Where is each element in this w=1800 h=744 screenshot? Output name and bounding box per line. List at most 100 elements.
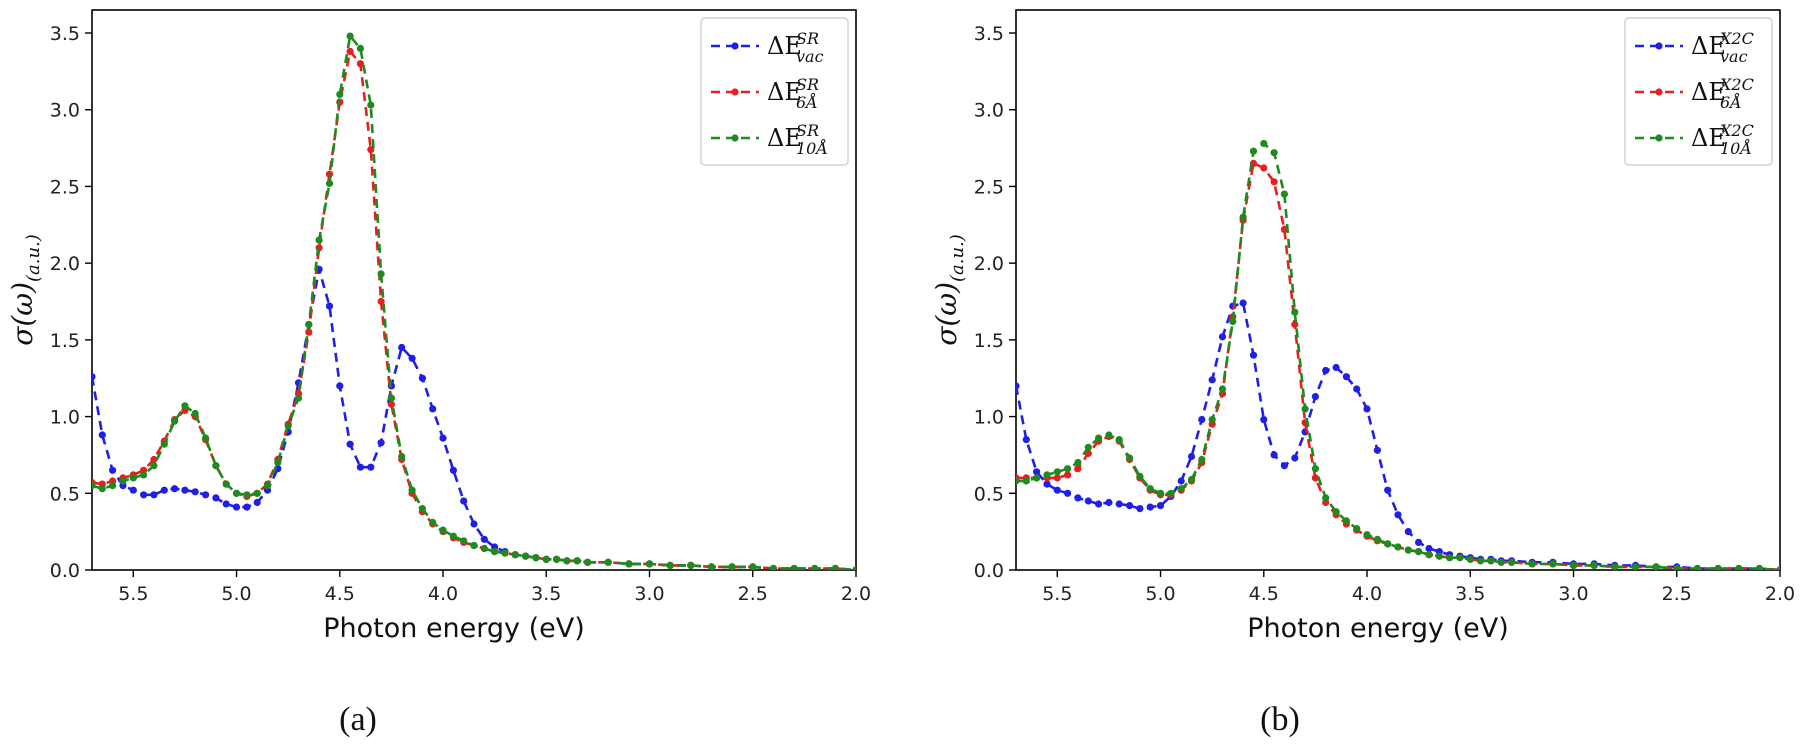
- x-axis-label: Photon energy (eV): [323, 613, 585, 644]
- data-point-ten: [470, 541, 478, 550]
- data-point-ten: [305, 320, 313, 329]
- data-point-vac: [325, 302, 334, 310]
- data-point-ten: [243, 491, 251, 499]
- data-point-ten: [1332, 508, 1340, 516]
- data-point-vac: [98, 431, 106, 439]
- data-point-ten: [1508, 558, 1516, 566]
- data-point-vac: [439, 434, 447, 442]
- data-point-ten: [831, 564, 839, 570]
- data-point-ten: [1569, 561, 1578, 570]
- data-point-ten: [532, 554, 540, 562]
- data-point-ten: [129, 474, 137, 482]
- data-point-ten: [1611, 563, 1619, 570]
- data-point-ten: [1487, 557, 1495, 565]
- series-line-vac: [92, 268, 856, 570]
- data-point-ten: [98, 485, 106, 493]
- data-point-ten: [408, 486, 416, 494]
- data-point-ten: [1477, 557, 1485, 565]
- data-point-ten: [480, 544, 488, 553]
- data-point-ten: [573, 557, 581, 565]
- data-point-ten: [749, 563, 757, 570]
- data-point-vac: [1239, 299, 1247, 307]
- data-point-ten: [1280, 190, 1288, 198]
- legend-box: [700, 17, 849, 166]
- data-point-vac: [367, 463, 375, 471]
- y-tick-label: 3.5: [50, 23, 80, 45]
- data-point-ten: [1404, 546, 1412, 554]
- legend-entry-vac: ΔEX2C vac: [1635, 29, 1754, 66]
- data-point-ten: [1394, 543, 1402, 551]
- data-point-vac: [356, 463, 364, 471]
- data-point-ten: [1043, 471, 1051, 479]
- data-point-vac: [346, 440, 354, 448]
- data-point-vac: [1404, 528, 1412, 536]
- series-ten: [1016, 139, 1780, 570]
- data-point-ten: [1466, 555, 1474, 563]
- legend-marker: [731, 134, 739, 142]
- data-point-ten: [1198, 455, 1206, 464]
- legend-label-subscript: 10Å: [1720, 138, 1752, 158]
- data-point-six: [150, 455, 158, 464]
- data-point-vac: [408, 354, 416, 362]
- x-tick-label: 3.5: [531, 583, 561, 605]
- data-point-six: [1074, 465, 1082, 473]
- y-tick-label: 1.0: [50, 407, 80, 429]
- data-point-vac: [222, 500, 230, 508]
- data-point-ten: [1755, 564, 1763, 570]
- y-tick-label: 3.5: [974, 23, 1004, 45]
- data-point-vac: [1311, 393, 1319, 401]
- data-point-ten: [1115, 436, 1123, 444]
- y-tick-label: 1.5: [50, 330, 80, 352]
- data-point-ten: [666, 561, 674, 570]
- data-point-ten: [1229, 317, 1237, 326]
- data-point-vac: [1146, 503, 1154, 511]
- data-point-ten: [604, 558, 612, 566]
- series-ten: [92, 32, 856, 570]
- legend-label-name: ΔE: [1691, 32, 1726, 60]
- data-point-vac: [377, 439, 385, 447]
- data-point-ten: [1652, 563, 1660, 570]
- legend-label-superscript: X2C: [1718, 75, 1754, 94]
- legend-label-superscript: X2C: [1718, 29, 1754, 48]
- data-point-ten: [1673, 564, 1681, 570]
- caption-b: (b): [1260, 701, 1300, 738]
- x-tick-label: 5.0: [1145, 583, 1175, 605]
- data-point-ten: [274, 459, 282, 467]
- data-point-vac: [202, 491, 210, 499]
- data-point-ten: [1528, 560, 1536, 568]
- data-point-ten: [1415, 548, 1423, 556]
- data-point-ten: [92, 482, 96, 490]
- data-point-ten: [356, 44, 364, 53]
- chart-panel-b: 5.5 5.0 4.5 4.0 3.5 3.0 2.5 2.0 0.0 0.5 1.0 1.5 2.0 2…: [930, 9, 1795, 644]
- data-point-ten: [429, 518, 437, 527]
- y-tick-label: 3.0: [974, 100, 1004, 122]
- data-point-vac: [1415, 538, 1423, 547]
- y-axis-label-sub: (a.u.): [23, 234, 44, 282]
- data-point-vac: [129, 486, 137, 494]
- data-point-vac: [274, 465, 282, 473]
- data-point-ten: [1249, 147, 1258, 155]
- data-point-vac: [1136, 505, 1144, 513]
- y-tick-label: 0.5: [974, 483, 1004, 505]
- data-point-vac: [1016, 382, 1020, 390]
- data-point-ten: [1126, 454, 1134, 462]
- y-axis-label: σ(ω)(a.u.): [6, 234, 44, 346]
- data-point-ten: [1322, 494, 1330, 502]
- x-axis-label: Photon energy (eV): [1247, 613, 1509, 644]
- data-point-six: [1053, 474, 1061, 482]
- data-point-ten: [1446, 554, 1454, 562]
- data-point-vac: [1053, 486, 1061, 494]
- x-tick-label: 2.5: [738, 583, 768, 605]
- data-point-six: [1270, 178, 1278, 186]
- legend-label-superscript: SR: [796, 75, 819, 94]
- legend-label-subscript: vac: [796, 47, 824, 66]
- data-point-vac: [1043, 480, 1051, 488]
- data-point-ten: [1353, 525, 1361, 533]
- data-point-ten: [1187, 475, 1196, 484]
- legend-marker: [731, 42, 739, 50]
- y-tick-label: 2.0: [974, 253, 1004, 275]
- data-point-vac: [1249, 351, 1258, 359]
